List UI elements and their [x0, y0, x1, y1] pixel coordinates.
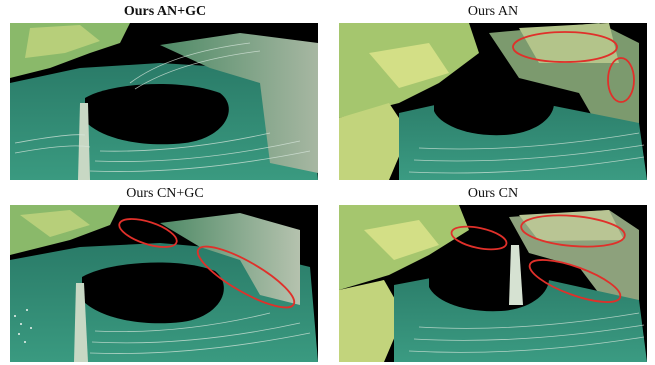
highlight-ellipse [196, 245, 296, 309]
panel-title-an: Ours AN [467, 4, 519, 19]
highlight-ellipse [520, 214, 626, 248]
highlight-ellipse [528, 259, 622, 303]
panel-an [339, 23, 647, 180]
highlight-ellipse [450, 225, 508, 251]
highlight-ellipse [118, 218, 178, 248]
panel-an-gc [10, 23, 318, 180]
panel-cn-gc [10, 205, 318, 362]
panel-title-an-gc: Ours AN+GC [123, 4, 207, 19]
highlight-ellipse [607, 57, 635, 103]
panel-title-cn-gc: Ours CN+GC [126, 186, 204, 201]
highlight-ellipse [512, 31, 618, 63]
panel-title-cn: Ours CN [467, 186, 519, 201]
reconstruction-cn [339, 205, 647, 362]
panel-cn [339, 205, 647, 362]
reconstruction-an [339, 23, 647, 180]
reconstruction-an-gc [10, 23, 318, 180]
reconstruction-cn-gc [10, 205, 318, 362]
